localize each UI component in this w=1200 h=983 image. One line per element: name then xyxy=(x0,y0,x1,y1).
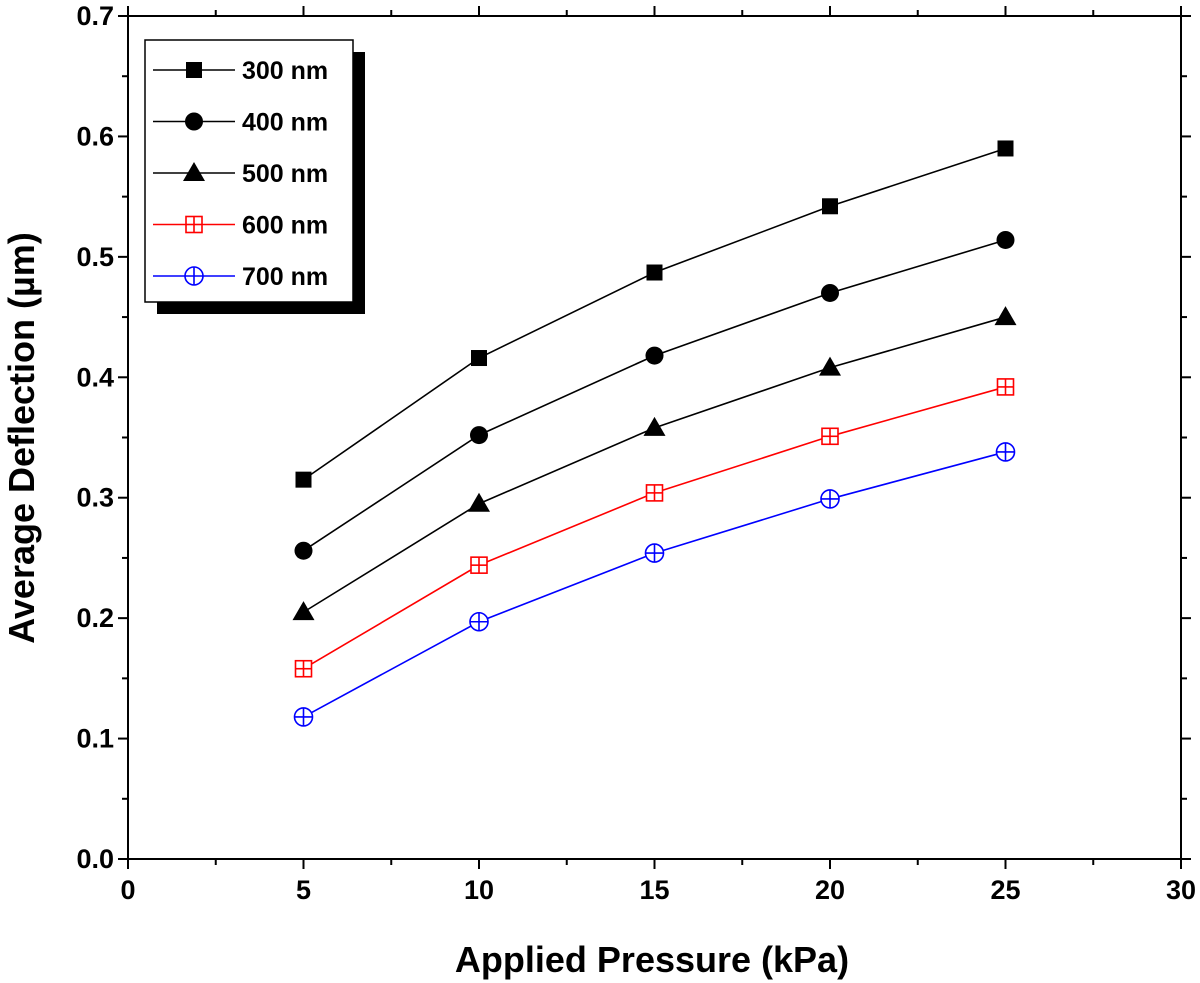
x-tick-label: 0 xyxy=(120,875,135,905)
legend-item: 600 nm xyxy=(153,212,328,240)
legend-label: 500 nm xyxy=(242,160,328,188)
data-point xyxy=(470,556,488,574)
x-tick-label: 15 xyxy=(639,875,669,905)
y-axis-title: Average Deflection (µm) xyxy=(1,232,42,644)
data-point xyxy=(294,541,313,560)
y-tick-label: 0.7 xyxy=(76,1,114,31)
legend-label: 700 nm xyxy=(242,263,328,291)
data-point xyxy=(469,611,489,632)
data-point xyxy=(293,707,314,727)
data-point xyxy=(295,471,312,488)
y-tick-label: 0.0 xyxy=(76,844,114,874)
legend: 300 nm 400 nm 500 nm 600 nm 700 nm xyxy=(144,39,365,314)
data-point xyxy=(819,356,841,376)
data-point xyxy=(996,230,1015,249)
legend-label: 300 nm xyxy=(242,57,328,85)
legend-item: 500 nm xyxy=(153,160,328,188)
data-point xyxy=(821,283,839,302)
x-tick-label: 5 xyxy=(296,875,311,905)
series-line xyxy=(303,239,1006,552)
legend-item: 700 nm xyxy=(153,263,328,291)
x-tick-label: 25 xyxy=(990,875,1020,905)
data-point xyxy=(646,264,663,281)
y-tick-label: 0.6 xyxy=(76,121,114,151)
series-300-nm xyxy=(295,140,1014,488)
data-point xyxy=(294,659,313,678)
legend-label: 600 nm xyxy=(242,212,328,240)
data-point xyxy=(471,350,487,367)
y-tick-label: 0.5 xyxy=(76,242,114,272)
y-tick-label: 0.1 xyxy=(76,724,114,754)
y-tick-label: 0.3 xyxy=(76,483,114,513)
x-tick-label: 20 xyxy=(815,875,845,905)
data-point xyxy=(996,378,1015,396)
data-point xyxy=(820,489,840,509)
legend-item: 400 nm xyxy=(153,109,328,137)
data-point xyxy=(997,140,1014,157)
data-point xyxy=(470,426,488,445)
legend-marker xyxy=(185,215,203,234)
data-point xyxy=(645,484,664,502)
data-point xyxy=(995,442,1016,462)
series-500-nm xyxy=(292,306,1017,621)
legend-label: 400 nm xyxy=(242,109,328,137)
y-tick-label: 0.4 xyxy=(76,362,114,392)
legend-marker xyxy=(185,112,203,131)
series-700-nm xyxy=(293,442,1016,727)
data-point xyxy=(821,427,839,446)
plot-area: 0 5 10 15 20 25 30 0.0 0.1 0.2 0.3 0.4 0.5 0.6 0.7 300 … xyxy=(76,1,1196,905)
legend-item: 300 nm xyxy=(153,57,328,85)
data-point xyxy=(822,198,838,215)
data-point xyxy=(994,306,1017,326)
data-point xyxy=(468,492,490,512)
x-tick-label: 30 xyxy=(1166,875,1196,905)
series-600-nm xyxy=(294,378,1015,678)
legend-marker xyxy=(183,162,205,181)
y-tick-label: 0.2 xyxy=(76,603,114,633)
series-400-nm xyxy=(294,230,1015,560)
data-point xyxy=(644,543,665,563)
data-point xyxy=(645,346,664,365)
x-axis-title: Applied Pressure (kPa) xyxy=(455,939,849,980)
data-point xyxy=(292,601,315,621)
legend-box xyxy=(144,39,354,303)
legend-marker xyxy=(186,62,202,78)
x-tick-label: 10 xyxy=(464,875,494,905)
data-point xyxy=(643,416,666,436)
legend-marker xyxy=(184,266,204,286)
